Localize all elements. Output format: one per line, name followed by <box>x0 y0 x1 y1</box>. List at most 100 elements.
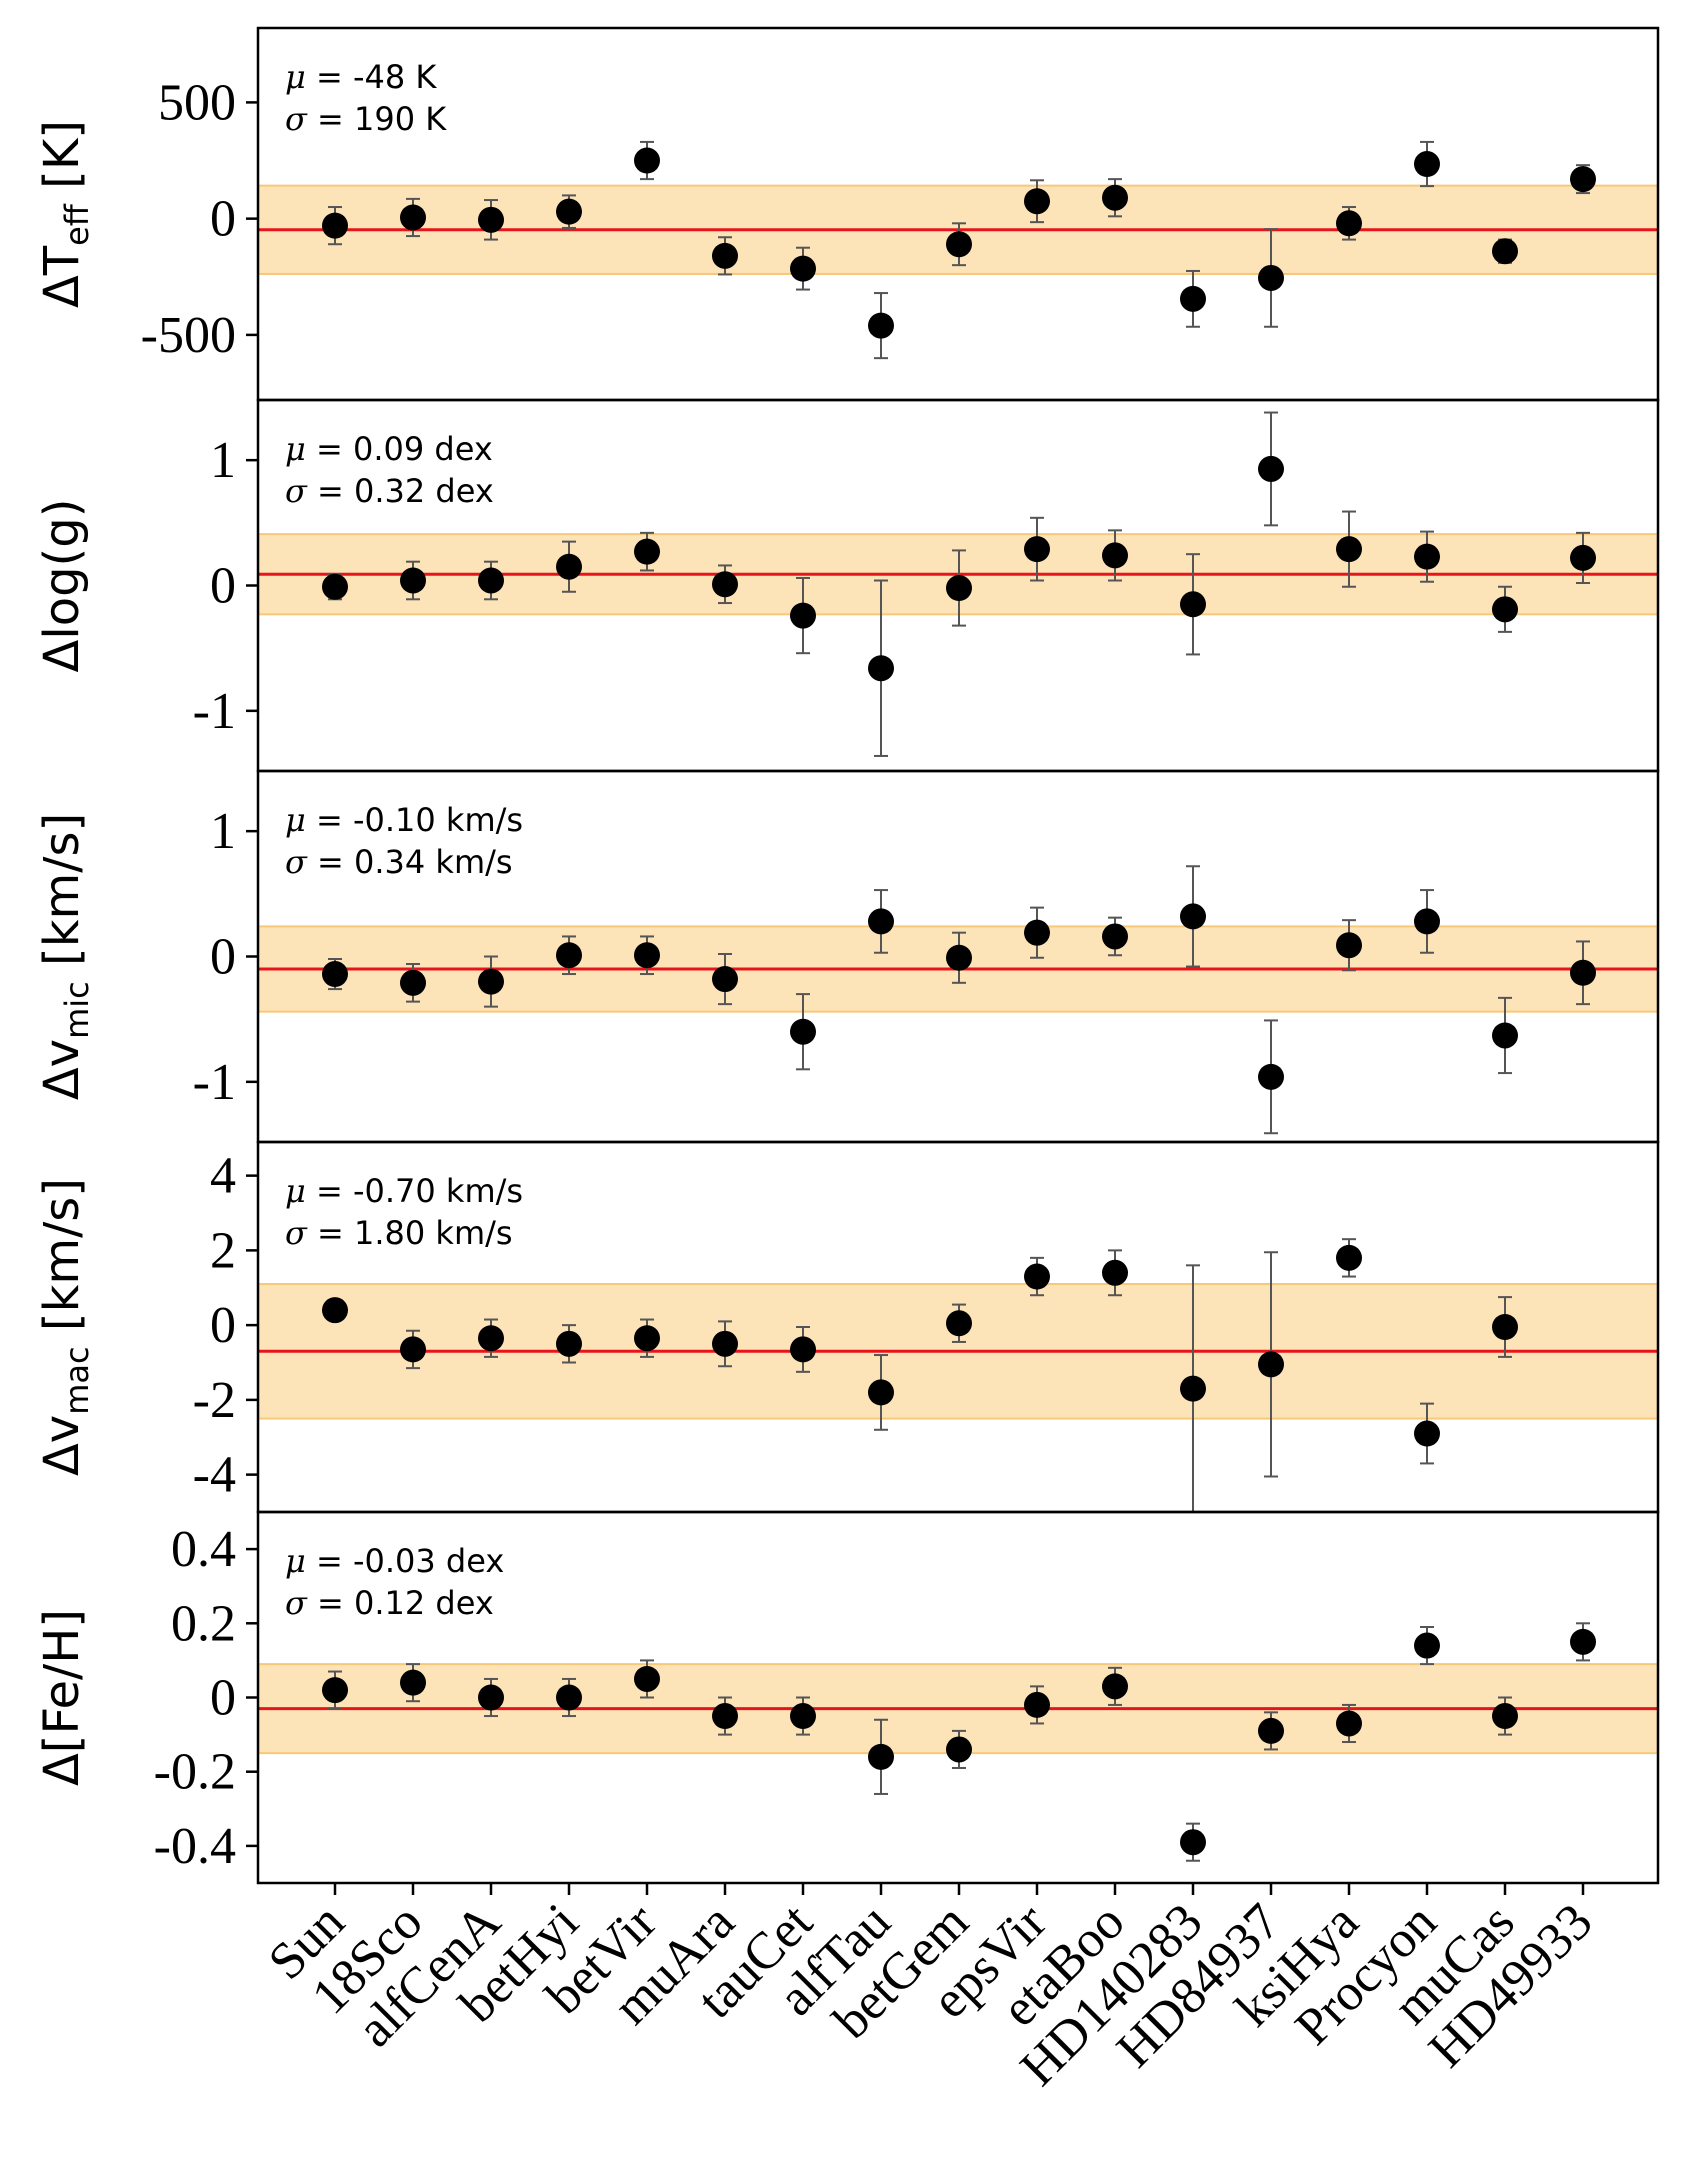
point-betHyi <box>556 553 582 580</box>
sigma-value: = 190 K <box>307 100 447 138</box>
sigma-symbol: σ <box>285 472 308 510</box>
y-axis-label-unit: [km/s] <box>34 1178 90 1346</box>
point-muCas <box>1492 238 1518 265</box>
y-tick-label: 0 <box>210 929 236 986</box>
point-HD140283 <box>1180 285 1206 312</box>
y-tick-label: 4 <box>210 1148 236 1205</box>
y-axis-label-main: ΔT <box>34 245 90 308</box>
point-betVir <box>634 1325 660 1352</box>
point-etaBoo <box>1102 542 1128 569</box>
panel-3: 1 0 -1 Δvmic [km/s] μ = -0.10 km/s σ = 0.34 k… <box>34 769 1660 1144</box>
point-muCas <box>1492 1703 1518 1730</box>
y-tick-label: -1 <box>193 1054 236 1111</box>
point-betGem <box>946 1736 972 1763</box>
point-epsVir <box>1024 536 1050 563</box>
point-HD49933 <box>1570 959 1596 986</box>
sigma-symbol: σ <box>285 1214 308 1252</box>
panel-plot-area <box>258 411 1658 757</box>
point-Sun <box>322 961 348 988</box>
point-alfCenA <box>478 968 504 995</box>
point-etaBoo <box>1102 1259 1128 1286</box>
point-HD84937 <box>1258 264 1284 291</box>
point-Procyon <box>1414 1632 1440 1659</box>
mu-symbol: μ <box>285 1172 306 1210</box>
point-tauCet <box>790 1703 816 1730</box>
point-muAra <box>712 966 738 993</box>
y-tick-label: -2 <box>193 1372 236 1429</box>
mu-value: = -0.70 km/s <box>306 1172 523 1210</box>
point-HD49933 <box>1570 166 1596 193</box>
y-axis-label: Δvmac [km/s] <box>34 1178 96 1476</box>
point-betVir <box>634 147 660 174</box>
panel-4: 4 2 0 -2 -4 Δvmac [km/s] μ = -0.70 km/s σ = 1.8… <box>34 1140 1660 1514</box>
y-tick-label: 1 <box>210 432 236 489</box>
panel-plot-area <box>258 1238 1658 1512</box>
y-axis-label-main: Δv <box>34 1039 90 1100</box>
point-alfTau <box>868 1379 894 1406</box>
point-betVir <box>634 538 660 565</box>
mu-value: = -0.03 dex <box>306 1542 505 1580</box>
sigma-annotation: σ = 1.80 km/s <box>285 1214 513 1252</box>
point-alfCenA <box>478 1325 504 1352</box>
mu-value: = 0.09 dex <box>306 430 493 468</box>
point-Procyon <box>1414 543 1440 570</box>
mu-symbol: μ <box>285 1542 306 1580</box>
y-tick-label: 2 <box>210 1222 236 1279</box>
point-tauCet <box>790 1018 816 1045</box>
panel-5: 0.4 0.2 0 -0.2 -0.4 Δ[Fe/H] μ = -0.03 dex σ = 0… <box>34 1510 1660 1885</box>
point-HD84937 <box>1258 1717 1284 1744</box>
y-axis-label-subscript: mac <box>58 1346 96 1414</box>
point-Sun <box>322 573 348 600</box>
point-betVir <box>634 942 660 969</box>
point-muCas <box>1492 1022 1518 1049</box>
sigma-annotation: σ = 190 K <box>285 100 447 138</box>
point-alfTau <box>868 312 894 339</box>
mu-annotation: μ = -48 K <box>285 58 437 96</box>
y-axis-label-subscript: eff <box>58 203 96 246</box>
point-epsVir <box>1024 1691 1050 1718</box>
point-betGem <box>946 944 972 971</box>
y-tick-label: 0.4 <box>171 1521 236 1578</box>
y-axis-label-main: Δlog(g) <box>34 499 90 673</box>
point-HD84937 <box>1258 455 1284 482</box>
y-axis-label-unit: [K] <box>34 120 90 204</box>
point-muAra <box>712 242 738 269</box>
mu-annotation: μ = 0.09 dex <box>285 430 493 468</box>
point-Sun <box>322 1677 348 1704</box>
point-alfTau <box>868 1743 894 1770</box>
y-tick-label: 500 <box>158 74 236 131</box>
y-tick-label: 0 <box>210 191 236 248</box>
y-axis-label-unit: [km/s] <box>34 813 90 981</box>
point-betGem <box>946 231 972 258</box>
y-tick-label: 0 <box>210 1297 236 1354</box>
sigma-annotation: σ = 0.34 km/s <box>285 843 513 881</box>
point-alfCenA <box>478 567 504 594</box>
point-epsVir <box>1024 919 1050 946</box>
point-HD49933 <box>1570 1628 1596 1655</box>
point-HD84937 <box>1258 1063 1284 1090</box>
sigma-annotation: σ = 0.32 dex <box>285 472 494 510</box>
panel-plot-area <box>258 140 1658 360</box>
mu-symbol: μ <box>285 430 306 468</box>
point-muCas <box>1492 596 1518 623</box>
x-category-labels: Sun18ScoalfCenAbetHyibetVirmuAratauCetal… <box>258 1883 1603 2097</box>
point-betGem <box>946 1310 972 1337</box>
point-betHyi <box>556 1330 582 1357</box>
point-ksiHya <box>1336 210 1362 237</box>
sigma-symbol: σ <box>285 1584 308 1622</box>
sigma-value: = 0.12 dex <box>307 1584 494 1622</box>
mu-symbol: μ <box>285 58 306 96</box>
point-betGem <box>946 575 972 602</box>
point-muAra <box>712 1703 738 1730</box>
point-etaBoo <box>1102 923 1128 950</box>
panel-2: 1 0 -1 Δlog(g) μ = 0.09 dex σ = 0.32 dex <box>34 398 1660 773</box>
point-18Sco <box>400 1336 426 1363</box>
point-ksiHya <box>1336 1244 1362 1271</box>
point-ksiHya <box>1336 932 1362 959</box>
point-tauCet <box>790 1336 816 1363</box>
y-axis-label: Δvmic [km/s] <box>34 813 96 1100</box>
mu-symbol: μ <box>285 801 306 839</box>
point-muAra <box>712 1330 738 1357</box>
point-18Sco <box>400 1669 426 1696</box>
point-Procyon <box>1414 908 1440 935</box>
